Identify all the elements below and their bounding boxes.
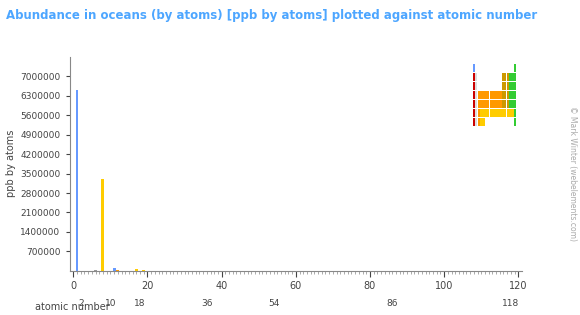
Text: 54: 54 <box>268 299 279 308</box>
Y-axis label: ppb by atoms: ppb by atoms <box>6 130 16 198</box>
Bar <box>75 90 78 271</box>
Text: © Mark Winter (webelements.com): © Mark Winter (webelements.com) <box>568 106 577 241</box>
Bar <box>113 267 115 271</box>
Bar <box>477 109 480 117</box>
Bar <box>506 82 509 90</box>
Bar <box>480 109 482 117</box>
Bar <box>506 100 509 108</box>
Bar <box>504 73 506 81</box>
Bar <box>473 118 475 126</box>
Bar <box>502 109 504 117</box>
Bar <box>502 82 504 90</box>
Bar <box>514 73 516 81</box>
Bar <box>512 100 513 108</box>
Bar <box>494 91 496 99</box>
Bar <box>509 100 511 108</box>
Text: 10: 10 <box>104 299 116 308</box>
Bar <box>485 100 487 108</box>
Text: 2: 2 <box>78 299 84 308</box>
Bar <box>475 109 477 117</box>
Bar <box>135 269 138 271</box>
Bar <box>480 100 482 108</box>
Bar <box>506 73 509 81</box>
Bar <box>509 73 511 81</box>
Bar <box>497 109 499 117</box>
Bar <box>477 91 480 99</box>
Bar <box>490 91 492 99</box>
Bar <box>494 100 496 108</box>
Bar <box>514 64 516 72</box>
Bar <box>512 109 513 117</box>
Bar <box>483 91 484 99</box>
Bar <box>514 118 516 126</box>
Bar <box>506 91 509 99</box>
Bar <box>142 270 145 271</box>
Bar <box>502 73 504 81</box>
Bar <box>494 109 496 117</box>
Bar <box>504 91 506 99</box>
Bar <box>506 109 509 117</box>
Bar <box>475 100 477 108</box>
Bar <box>512 91 513 99</box>
Text: Abundance in oceans (by atoms) [ppb by atoms] plotted against atomic number: Abundance in oceans (by atoms) [ppb by a… <box>6 9 537 22</box>
Bar <box>475 82 477 90</box>
Bar <box>485 91 487 99</box>
Bar <box>492 100 494 108</box>
Text: 86: 86 <box>386 299 398 308</box>
Bar <box>490 100 492 108</box>
Bar <box>514 91 516 99</box>
Bar <box>473 64 475 72</box>
Bar <box>485 109 487 117</box>
Bar <box>490 109 492 117</box>
Bar <box>499 109 502 117</box>
Text: atomic number: atomic number <box>35 302 110 312</box>
Bar <box>102 179 104 271</box>
Bar <box>514 109 516 117</box>
Text: 118: 118 <box>502 299 520 308</box>
Bar <box>483 109 484 117</box>
Bar <box>487 100 490 108</box>
Bar <box>492 109 494 117</box>
Bar <box>473 100 475 108</box>
Bar <box>514 82 516 90</box>
Bar <box>483 100 484 108</box>
Bar <box>504 82 506 90</box>
Bar <box>509 82 511 90</box>
Bar <box>480 91 482 99</box>
Bar <box>477 118 480 126</box>
Bar <box>502 100 504 108</box>
Bar <box>504 100 506 108</box>
Bar <box>509 109 511 117</box>
Bar <box>473 109 475 117</box>
Bar <box>502 91 504 99</box>
Bar <box>512 82 513 90</box>
Bar <box>480 118 482 126</box>
Bar <box>499 91 502 99</box>
Bar <box>514 100 516 108</box>
Text: 18: 18 <box>135 299 146 308</box>
Bar <box>487 91 490 99</box>
Bar <box>504 109 506 117</box>
Bar <box>509 91 511 99</box>
Bar <box>117 270 119 271</box>
Bar <box>473 73 475 81</box>
Bar <box>487 109 490 117</box>
Bar <box>483 118 484 126</box>
Bar <box>475 91 477 99</box>
Bar <box>477 100 480 108</box>
Bar <box>512 73 513 81</box>
Bar <box>499 100 502 108</box>
Text: 36: 36 <box>201 299 212 308</box>
Bar <box>473 82 475 90</box>
Bar <box>475 118 477 126</box>
Bar <box>497 91 499 99</box>
Bar <box>475 73 477 81</box>
Bar <box>492 91 494 99</box>
Bar <box>497 100 499 108</box>
Bar <box>473 91 475 99</box>
